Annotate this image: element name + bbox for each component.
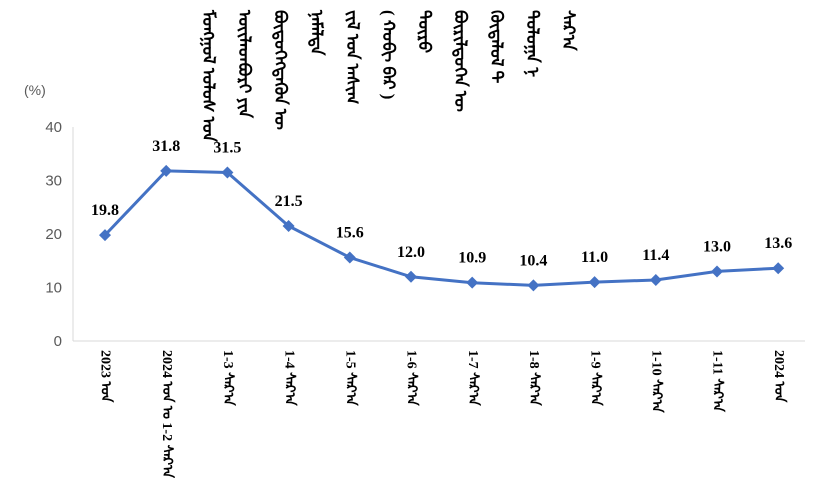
data-label: 13.0	[703, 238, 731, 255]
title-column: ᠰᠠᠷ᠎ᠠ	[559, 10, 578, 51]
title-column: ᠪᠦᠲᠦᠭᠡᠭᠳᠡᠬᠦᠨ ᠦ	[271, 10, 290, 130]
data-point	[527, 279, 540, 292]
line-chart: (%) 0 10 20 30 40 19.8 31.8 31.5 21.5 15.6 12.0 10…	[24, 82, 805, 350]
data-label: 19.8	[91, 202, 119, 219]
data-point	[221, 166, 234, 179]
x-tick-label: 1-5 ᠰᠠᠷ᠎ᠠ	[342, 350, 358, 406]
x-tick-label: 1-6 ᠰᠠᠷ᠎ᠠ	[403, 350, 419, 406]
x-tick-label: 1-3 ᠰᠠᠷ᠎ᠠ	[220, 350, 236, 406]
title-column: ᠦᠢᠯᠡᠳᠪᠦᠷᠢ ᠶᠢᠨ	[235, 10, 254, 119]
x-tick-label: 1-4 ᠰᠠᠷ᠎ᠠ	[281, 350, 297, 406]
data-point	[343, 251, 356, 264]
data-point	[588, 276, 601, 289]
data-point	[405, 270, 417, 283]
data-label: 11.4	[642, 247, 669, 264]
data-point	[99, 229, 111, 242]
y-tick-label: 10	[45, 280, 62, 297]
title-column: ( ᠬᠤᠪᠢ ᠪᠠᠷ )	[379, 10, 398, 100]
y-tick-label: 30	[45, 173, 62, 190]
x-tick-label: 2023 ᠣᠨ	[97, 350, 113, 403]
data-point	[649, 274, 662, 287]
x-tick-label: 1-7 ᠰᠠᠷ᠎ᠠ	[464, 350, 480, 406]
data-point	[466, 276, 479, 289]
title-column: ᠮᠣᠩᠭᠣᠯ ᠤᠯᠤᠰ ᠤᠨ	[199, 10, 218, 142]
x-tick-label: 1-11 ᠰᠠᠷ᠎ᠠ	[709, 350, 725, 412]
y-tick-label: 40	[45, 119, 62, 136]
data-point	[282, 219, 295, 232]
title-column: ᠨᠡᠮᠡᠯᠲᠡ	[307, 10, 326, 56]
y-tick-label: 0	[54, 333, 62, 350]
title-column: ᠬᠥᠳᠡᠯᠦᠯ ᠲ	[487, 10, 506, 84]
data-label: 13.6	[764, 235, 792, 252]
x-tick-label: 2024 ᠣᠨ ᠤ 1-2 ᠰᠠᠷ᠎ᠠ	[158, 350, 174, 478]
y-axis-unit: (%)	[24, 82, 46, 98]
data-label: 21.5	[275, 193, 303, 210]
data-labels: 19.8 31.8 31.5 21.5 15.6 12.0 10.9 10.4 11.0 11.4…	[91, 138, 792, 269]
series-line	[103, 169, 779, 287]
data-point	[711, 265, 723, 278]
x-tick-label: 1-9 ᠰᠠᠷ᠎ᠠ	[587, 350, 603, 406]
x-tick-label: 2024 ᠣᠨ	[770, 350, 786, 403]
data-label: 11.0	[581, 249, 608, 266]
data-point	[772, 262, 785, 275]
data-label: 10.4	[519, 252, 547, 269]
y-tick-labels: 0 10 20 30 40	[45, 119, 62, 350]
data-label: 12.0	[397, 244, 425, 261]
title-column: ᠪᠦᠷᠢᠯᠳᠦᠭᠡᠨ ᠦ	[451, 10, 470, 112]
data-markers	[99, 164, 785, 292]
data-point	[160, 164, 173, 177]
y-tick-label: 20	[45, 226, 62, 243]
title-column: ᠵᠢᠯ ᠤᠨ ᠠᠰᠢᠭ	[343, 10, 362, 105]
x-tick-label: 1-10 ᠰᠠᠷ᠎ᠠ	[648, 350, 664, 413]
title-column: ᠲᠥᠷᠦ	[415, 10, 434, 54]
x-tick-label: 1-8 ᠰᠠᠷ᠎ᠠ	[526, 350, 542, 406]
title-column: ᠳᠤᠯᠤᠭᠠ ᠨ	[523, 10, 542, 78]
data-label: 10.9	[458, 250, 486, 267]
data-label: 31.8	[152, 138, 180, 155]
data-label: 15.6	[336, 225, 364, 242]
data-label: 31.5	[213, 139, 241, 156]
